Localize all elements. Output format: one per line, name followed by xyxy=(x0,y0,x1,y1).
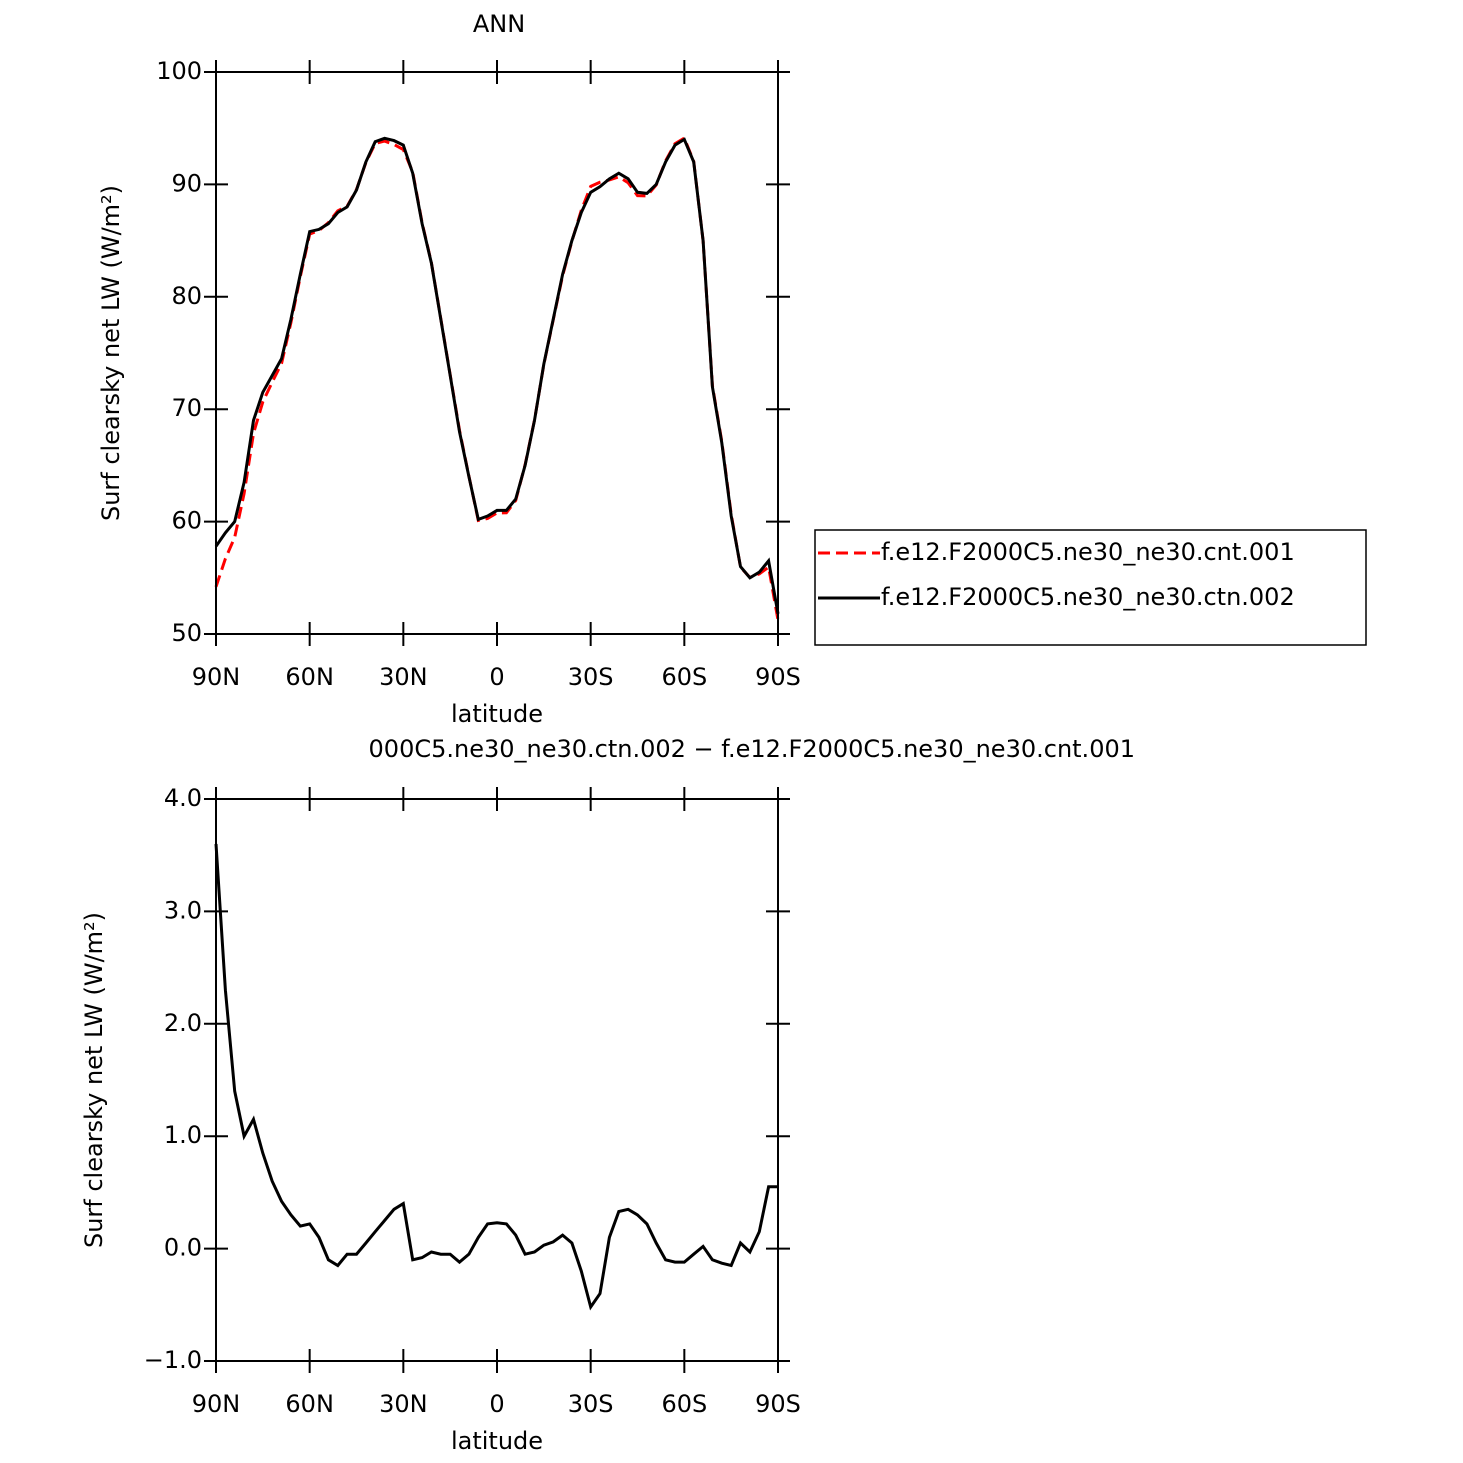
x-tick-label: 60S xyxy=(661,1390,707,1418)
plot-frame xyxy=(215,71,779,635)
series-line xyxy=(214,136,780,615)
x-tick-label: 90N xyxy=(192,1390,241,1418)
y-tick-label: 4.0 xyxy=(164,784,202,812)
legend-label: f.e12.F2000C5.ne30_ne30.ctn.002 xyxy=(881,583,1295,611)
y-tick-label: 3.0 xyxy=(164,896,202,924)
x-tick-label: 30S xyxy=(568,663,614,691)
legend-box xyxy=(814,529,1367,646)
x-tick-label: 60N xyxy=(285,1390,334,1418)
x-tick-label: 60N xyxy=(285,663,334,691)
y-tick-label: 80 xyxy=(171,282,202,310)
x-tick-label: 30S xyxy=(568,1390,614,1418)
x-axis-label: latitude xyxy=(451,1427,543,1455)
y-tick-label: 50 xyxy=(171,619,202,647)
x-tick-label: 90S xyxy=(755,663,801,691)
y-axis-label: Surf clearsky net LW (W/m²) xyxy=(97,185,125,521)
chart-title: ANN xyxy=(473,10,525,38)
x-axis-label: latitude xyxy=(451,700,543,728)
y-tick-label: −1.0 xyxy=(144,1346,202,1374)
y-tick-label: 90 xyxy=(171,169,202,197)
y-tick-label: 70 xyxy=(171,394,202,422)
plot-frame xyxy=(215,798,779,1362)
x-tick-label: 60S xyxy=(661,663,707,691)
y-tick-label: 2.0 xyxy=(164,1009,202,1037)
y-axis-label: Surf clearsky net LW (W/m²) xyxy=(80,912,108,1248)
legend-label: f.e12.F2000C5.ne30_ne30.cnt.001 xyxy=(881,538,1295,566)
x-tick-label: 30N xyxy=(379,1390,428,1418)
series-line xyxy=(214,135,780,621)
chart-title: 000C5.ne30_ne30.ctn.002 − f.e12.F2000C5.… xyxy=(369,735,1135,763)
x-tick-label: 0 xyxy=(489,1390,504,1418)
x-tick-label: 90S xyxy=(755,1390,801,1418)
x-tick-label: 30N xyxy=(379,663,428,691)
y-tick-label: 0.0 xyxy=(164,1234,202,1262)
y-tick-label: 60 xyxy=(171,507,202,535)
x-tick-label: 0 xyxy=(489,663,504,691)
x-tick-label: 90N xyxy=(192,663,241,691)
series-line xyxy=(214,843,778,1311)
y-tick-label: 100 xyxy=(156,57,202,85)
y-tick-label: 1.0 xyxy=(164,1121,202,1149)
